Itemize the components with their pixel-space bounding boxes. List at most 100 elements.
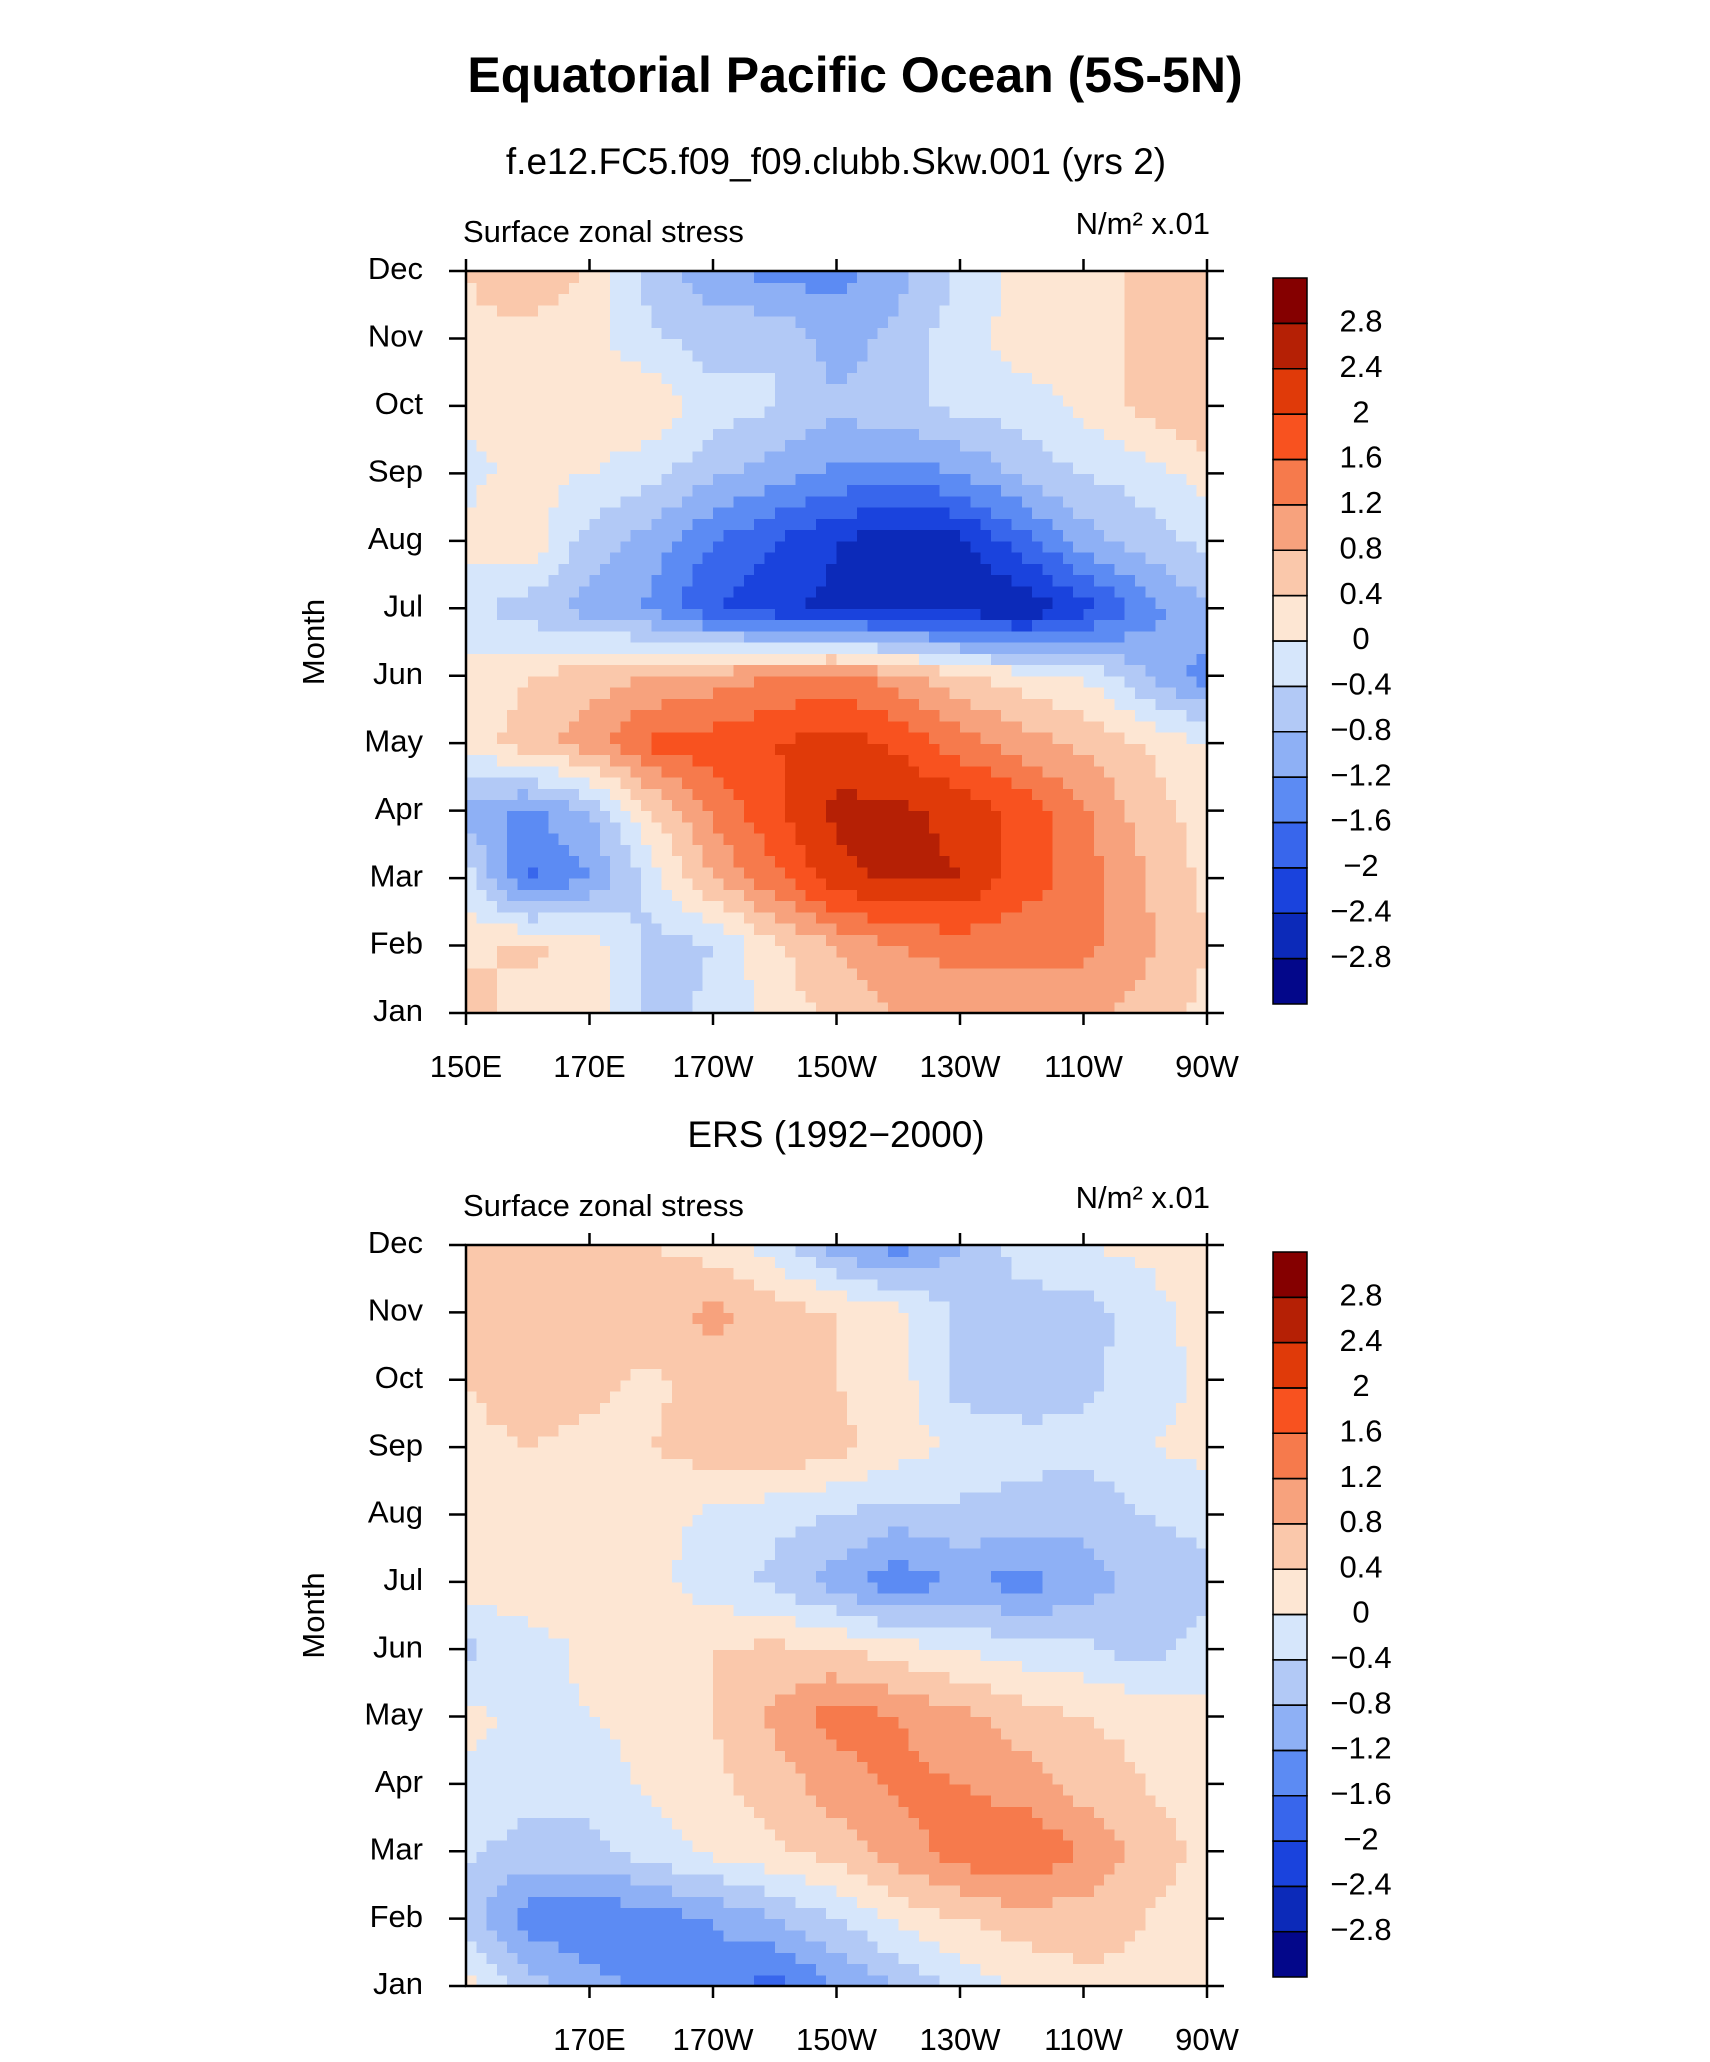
contour-cell (538, 664, 549, 677)
contour-cell (805, 934, 817, 947)
contour-cell (661, 484, 673, 497)
contour-cell (630, 1952, 642, 1965)
contour-cell (1124, 271, 1136, 283)
contour-cell (713, 979, 724, 992)
contour-cell (610, 383, 621, 396)
contour-cell (1021, 934, 1033, 947)
contour-cell (1021, 686, 1033, 699)
contour-cell (1011, 664, 1023, 677)
contour-cell (538, 585, 549, 598)
contour-cell (1083, 686, 1095, 699)
contour-cell (702, 315, 714, 328)
contour-cell (661, 788, 673, 800)
contour-cell (1104, 315, 1115, 328)
contour-cell (723, 720, 735, 733)
contour-cell (558, 799, 570, 812)
contour-cell (918, 597, 930, 609)
contour-cell (1165, 945, 1177, 958)
contour-cell (939, 855, 951, 868)
contour-cell (918, 720, 930, 733)
contour-cell (1145, 304, 1157, 317)
contour-cell (887, 979, 899, 992)
contour-cell (723, 630, 735, 643)
contour-cell (589, 900, 601, 913)
contour-cell (579, 956, 591, 969)
contour-cell (661, 889, 673, 902)
y-tick-label: Apr (375, 791, 423, 826)
contour-cell (466, 833, 477, 845)
contour-cell (682, 878, 694, 890)
contour-cell (713, 855, 724, 868)
contour-cell (918, 731, 930, 744)
contour-cell (466, 439, 477, 452)
contour-cell (929, 338, 941, 351)
contour-cell (1165, 495, 1177, 508)
contour-cell (568, 450, 580, 463)
contour-cell (1165, 383, 1177, 396)
contour-cell (1104, 923, 1115, 935)
contour-cell (774, 979, 786, 992)
contour-cell (548, 518, 560, 531)
contour-cell (846, 473, 858, 486)
contour-cell (579, 1929, 591, 1942)
contour-cell (877, 855, 889, 868)
contour-cell (815, 765, 827, 778)
contour-cell (1155, 394, 1167, 407)
contour-cell (1186, 720, 1198, 733)
contour-cell (1186, 765, 1198, 778)
contour-cell (1062, 563, 1074, 576)
contour-cell (1011, 855, 1023, 868)
contour-cell (754, 338, 766, 351)
contour-cell (713, 552, 724, 564)
contour-cell (939, 686, 951, 699)
contour-cell (857, 743, 868, 756)
contour-cell (517, 450, 529, 463)
contour-cell (496, 968, 508, 980)
contour-cell (702, 1001, 714, 1014)
contour-cell (1186, 282, 1198, 295)
contour-cell (589, 484, 601, 497)
contour-cell (1011, 720, 1023, 733)
contour-cell (1155, 923, 1167, 935)
contour-cell (1145, 484, 1157, 497)
contour-cell (826, 833, 838, 845)
contour-cell (476, 327, 488, 340)
contour-cell (651, 450, 663, 463)
contour-cell (558, 1963, 570, 1976)
contour-cell (918, 968, 930, 980)
contour-cell (980, 743, 992, 756)
contour-cell (548, 563, 560, 576)
contour-cell (1073, 462, 1085, 474)
contour-cell (887, 439, 899, 452)
contour-cell (568, 956, 580, 969)
contour-cell (517, 1001, 529, 1014)
contour-cell (970, 552, 982, 564)
contour-cell (733, 765, 745, 778)
contour-cell (1062, 855, 1074, 868)
contour-cell (1196, 821, 1208, 834)
contour-cell (743, 529, 755, 542)
contour-cell (599, 563, 611, 576)
contour-cell (692, 327, 704, 340)
subtitle: f.e12.FC5.f09_f09.clubb.Skw.001 (yrs 2) (506, 141, 1166, 182)
contour-cell (1104, 417, 1115, 429)
contour-cell (579, 844, 591, 857)
contour-cell (754, 686, 766, 699)
contour-cell (1032, 473, 1043, 486)
contour-cell (671, 878, 683, 890)
contour-cell (682, 900, 694, 913)
contour-cell (949, 653, 961, 666)
contour-cell (527, 495, 539, 508)
contour-cell (599, 889, 611, 902)
contour-cell (795, 709, 807, 722)
contour-cell (1134, 507, 1146, 519)
contour-cell (713, 518, 724, 531)
contour-cell (908, 293, 920, 306)
contour-cell (496, 552, 508, 564)
contour-cell (723, 450, 735, 463)
contour-cell (517, 799, 529, 812)
contour-cell (898, 911, 910, 924)
contour-cell (671, 394, 683, 407)
contour-cell (908, 653, 920, 666)
contour-cell (1186, 540, 1198, 553)
